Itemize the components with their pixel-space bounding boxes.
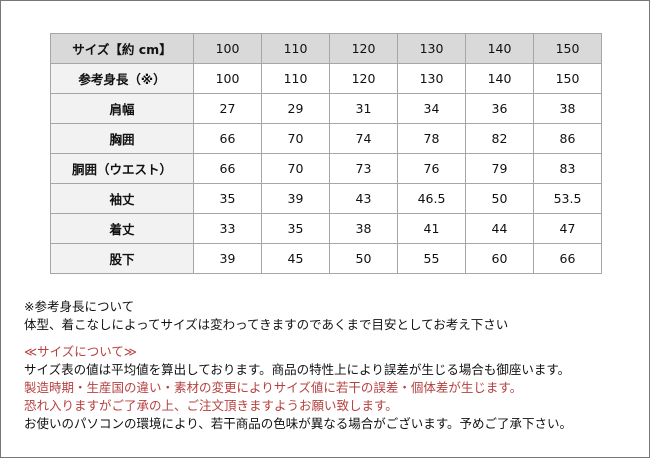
row-label: サイズ【約 cm】: [50, 33, 194, 64]
row-label: 参考身長（※）: [50, 63, 194, 94]
table-row: 胸囲 66 70 74 78 82 86: [50, 123, 602, 154]
table-cell: 35: [193, 183, 262, 214]
table-cell: 79: [465, 153, 534, 184]
table-cell: 110: [261, 63, 330, 94]
table-cell: 73: [329, 153, 398, 184]
table-cell: 150: [533, 63, 602, 94]
size-note-line: 恐れ入りますがご了承の上、ご注文頂きますようお願い致します。: [24, 398, 398, 413]
height-note-body: 体型、着こなしによってサイズは変わってきますのであくまで目安としてお考え下さい: [24, 317, 509, 332]
table-cell: 44: [465, 213, 534, 244]
row-label: 胴囲（ウエスト）: [50, 153, 194, 184]
size-note-line: サイズ表の値は平均値を算出しております。商品の特性上により誤差が生じる場合も御座…: [24, 362, 571, 377]
table-cell: 47: [533, 213, 602, 244]
size-note-line: 製造時期・生産国の違い・素材の変更によりサイズ値に若干の誤差・個体差が生じます。: [24, 380, 523, 395]
table-cell: 86: [533, 123, 602, 154]
table-cell: 38: [533, 93, 602, 124]
table-cell: 120: [329, 63, 398, 94]
table-cell: 100: [193, 33, 262, 64]
table-cell: 43: [329, 183, 398, 214]
table-cell: 74: [329, 123, 398, 154]
table-row: 袖丈 35 39 43 46.5 50 53.5: [50, 183, 602, 214]
table-cell: 33: [193, 213, 262, 244]
table-cell: 140: [465, 63, 534, 94]
table-cell: 27: [193, 93, 262, 124]
table-cell: 66: [193, 153, 262, 184]
table-cell: 46.5: [397, 183, 466, 214]
table-cell: 39: [193, 243, 262, 274]
row-label: 着丈: [50, 213, 194, 244]
table-cell: 41: [397, 213, 466, 244]
table-row: 着丈 33 35 38 41 44 47: [50, 213, 602, 244]
table-cell: 110: [261, 33, 330, 64]
table-cell: 60: [465, 243, 534, 274]
table-cell: 35: [261, 213, 330, 244]
table-cell: 140: [465, 33, 534, 64]
table-cell: 83: [533, 153, 602, 184]
table-cell: 82: [465, 123, 534, 154]
table-cell: 70: [261, 153, 330, 184]
table-cell: 130: [397, 33, 466, 64]
row-label: 胸囲: [50, 123, 194, 154]
table-cell: 39: [261, 183, 330, 214]
table-cell: 53.5: [533, 183, 602, 214]
table-row: 胴囲（ウエスト） 66 70 73 76 79 83: [50, 153, 602, 184]
table-cell: 29: [261, 93, 330, 124]
table-row: 股下 39 45 50 55 60 66: [50, 243, 602, 274]
table-cell: 78: [397, 123, 466, 154]
table-cell: 66: [533, 243, 602, 274]
table-cell: 36: [465, 93, 534, 124]
size-table: サイズ【約 cm】 100 110 120 130 140 150 参考身長（※） 100 110…: [50, 33, 602, 274]
size-note-line: お使いのパソコンの環境により、若干商品の色味が異なる場合がございます。予めご了承…: [24, 416, 573, 431]
table-cell: 100: [193, 63, 262, 94]
table-cell: 150: [533, 33, 602, 64]
table-row: 参考身長（※） 100 110 120 130 140 150: [50, 63, 602, 94]
table-cell: 34: [397, 93, 466, 124]
table-cell: 50: [465, 183, 534, 214]
table-cell: 66: [193, 123, 262, 154]
row-label: 肩幅: [50, 93, 194, 124]
row-label: 股下: [50, 243, 194, 274]
table-cell: 120: [329, 33, 398, 64]
table-header-row: サイズ【約 cm】 100 110 120 130 140 150: [50, 33, 602, 64]
table-row: 肩幅 27 29 31 34 36 38: [50, 93, 602, 124]
row-label: 袖丈: [50, 183, 194, 214]
notes: ※参考身長について 体型、着こなしによってサイズは変わってきますのであくまで目安…: [24, 298, 572, 433]
table-cell: 38: [329, 213, 398, 244]
table-cell: 70: [261, 123, 330, 154]
height-note-title: ※参考身長について: [24, 299, 135, 314]
table-cell: 45: [261, 243, 330, 274]
table-cell: 31: [329, 93, 398, 124]
table-cell: 50: [329, 243, 398, 274]
table-cell: 130: [397, 63, 466, 94]
size-note-title: ≪サイズについて≫: [24, 344, 137, 359]
table-cell: 55: [397, 243, 466, 274]
table-cell: 76: [397, 153, 466, 184]
